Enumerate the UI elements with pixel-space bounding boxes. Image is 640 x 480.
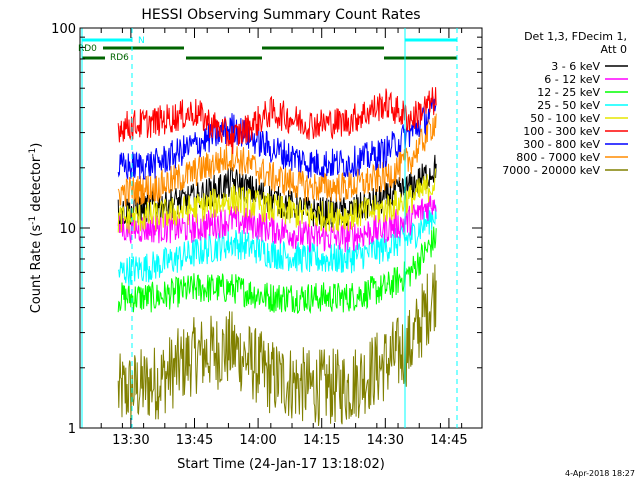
x-tick-label: 14:15 [303, 433, 340, 448]
x-tick-label: 14:30 [367, 433, 404, 448]
legend-label: 12 - 25 keV [537, 86, 600, 99]
series-line [117, 96, 437, 181]
n-flag-label: N [138, 36, 145, 46]
series-line [117, 87, 437, 155]
chart-title: HESSI Observing Summary Count Rates [141, 7, 420, 23]
legend-header-line2: Att 0 [601, 43, 627, 56]
legend-label: 3 - 6 keV [551, 60, 600, 73]
footer-timestamp: 4-Apr-2018 18:27 [565, 469, 635, 478]
x-tick-label: 14:45 [430, 433, 467, 448]
legend-header-line1: Det 1,3, FDecim 1, [524, 30, 627, 43]
series-line [117, 168, 437, 234]
rd0-flag-label: RD0 [78, 44, 97, 54]
y-tick-label: 10 [59, 222, 76, 237]
series-line [117, 264, 437, 426]
series-layer [117, 87, 437, 426]
rd6-flag-label: RD6 [110, 53, 129, 63]
legend-label: 300 - 800 keV [523, 138, 600, 151]
legend-label: 50 - 100 keV [530, 112, 600, 125]
series-line [117, 226, 437, 315]
legend-label: 25 - 50 keV [537, 99, 600, 112]
flag-layer: N RD0 RD6 [78, 28, 458, 428]
legend-label: 800 - 7000 keV [516, 151, 600, 164]
x-axis-label: Start Time (24-Jan-17 13:18:02) [177, 457, 385, 472]
series-line [117, 204, 437, 287]
y-axis-label: Count Rate (s-1 detector-1) [28, 143, 44, 314]
y-tick-label: 100 [51, 22, 76, 37]
x-tick-label: 14:00 [239, 433, 276, 448]
axis-layer: 13:30 13:45 14:00 14:15 14:30 14:45 1 10 100 [51, 22, 482, 448]
x-tick-label: 13:45 [176, 433, 213, 448]
y-tick-label: 1 [68, 422, 76, 437]
legend-label: 100 - 300 keV [523, 125, 600, 138]
series-line [117, 154, 437, 228]
legend-label: 6 - 12 keV [544, 73, 600, 86]
legend-label: 7000 - 20000 keV [502, 164, 600, 177]
x-tick-label: 13:30 [112, 433, 149, 448]
